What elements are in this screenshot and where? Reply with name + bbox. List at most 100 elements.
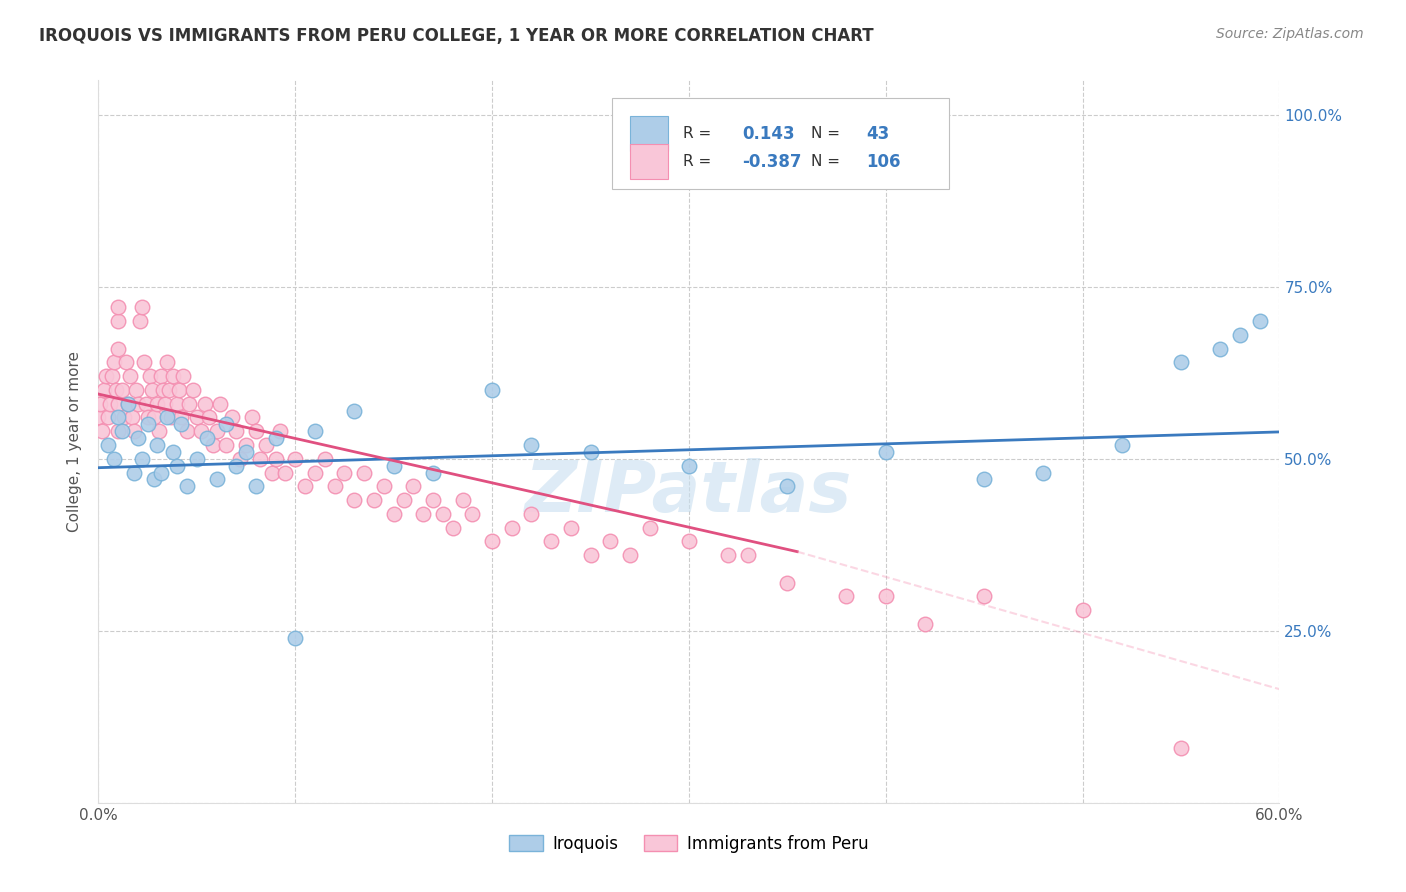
Point [128,314,150,328]
Point [162,445,184,459]
Point [520,438,543,452]
Point [152,383,174,397]
Point [146,438,169,452]
Point [392,493,415,508]
Point [142,472,165,486]
Text: R =: R = [683,154,711,169]
Point [875,590,897,604]
Bar [630,145,668,179]
Point [117,397,139,411]
Point [737,548,759,562]
Point [249,451,271,466]
Point [107,301,129,315]
Point [156,355,179,369]
Point [146,397,169,411]
Bar [630,116,668,151]
Point [1071,603,1094,617]
Point [363,493,385,508]
Point [97,410,120,425]
Point [122,466,145,480]
Point [1249,314,1271,328]
Point [111,383,134,397]
Point [142,410,165,425]
Point [194,397,217,411]
Point [274,466,297,480]
Point [269,424,291,438]
Point [141,383,163,397]
Point [1209,342,1232,356]
Point [579,548,602,562]
Point [101,369,124,384]
Point [205,424,228,438]
Text: 43: 43 [866,125,890,143]
Point [91,424,114,438]
Point [186,410,208,425]
Point [343,403,366,417]
Point [225,458,247,473]
Point [520,507,543,521]
Point [156,410,179,425]
Point [138,369,160,384]
Text: N =: N = [811,126,839,141]
Point [105,383,128,397]
Point [215,417,238,432]
Text: -0.387: -0.387 [742,153,801,170]
Point [136,410,159,425]
Point [195,431,218,445]
Point [148,424,170,438]
Point [678,458,700,473]
Point [125,383,148,397]
Point [314,451,336,466]
Point [619,548,641,562]
Point [115,355,138,369]
Point [177,397,200,411]
Point [254,438,277,452]
Point [150,369,173,384]
Point [132,355,155,369]
Point [131,301,153,315]
Point [107,397,129,411]
Point [638,520,661,534]
Point [209,397,232,411]
Point [157,383,180,397]
Point [93,383,115,397]
Point [245,479,267,493]
Point [422,493,444,508]
Legend: Iroquois, Immigrants from Peru: Iroquois, Immigrants from Peru [502,828,876,860]
FancyBboxPatch shape [612,98,949,189]
Point [540,534,562,549]
Point [304,466,326,480]
Text: IROQUOIS VS IMMIGRANTS FROM PERU COLLEGE, 1 YEAR OR MORE CORRELATION CHART: IROQUOIS VS IMMIGRANTS FROM PERU COLLEGE… [39,27,875,45]
Point [131,451,153,466]
Point [136,417,159,432]
Point [875,445,897,459]
Point [501,520,523,534]
Point [166,397,188,411]
Point [135,397,157,411]
Y-axis label: College, 1 year or more: College, 1 year or more [67,351,83,532]
Point [103,355,125,369]
Point [776,575,799,590]
Point [481,383,503,397]
Point [127,397,149,411]
Point [264,431,287,445]
Point [162,369,184,384]
Point [451,493,474,508]
Point [333,466,356,480]
Point [166,458,188,473]
Point [776,479,799,493]
Point [441,520,464,534]
Point [122,424,145,438]
Point [127,431,149,445]
Point [150,466,173,480]
Text: 106: 106 [866,153,901,170]
Text: ZIPatlas: ZIPatlas [526,458,852,526]
Text: Source: ZipAtlas.com: Source: ZipAtlas.com [1216,27,1364,41]
Point [112,410,135,425]
Point [87,410,110,425]
Point [1170,740,1192,755]
Point [205,472,228,486]
Text: N =: N = [811,154,839,169]
Point [176,479,198,493]
Point [432,507,454,521]
